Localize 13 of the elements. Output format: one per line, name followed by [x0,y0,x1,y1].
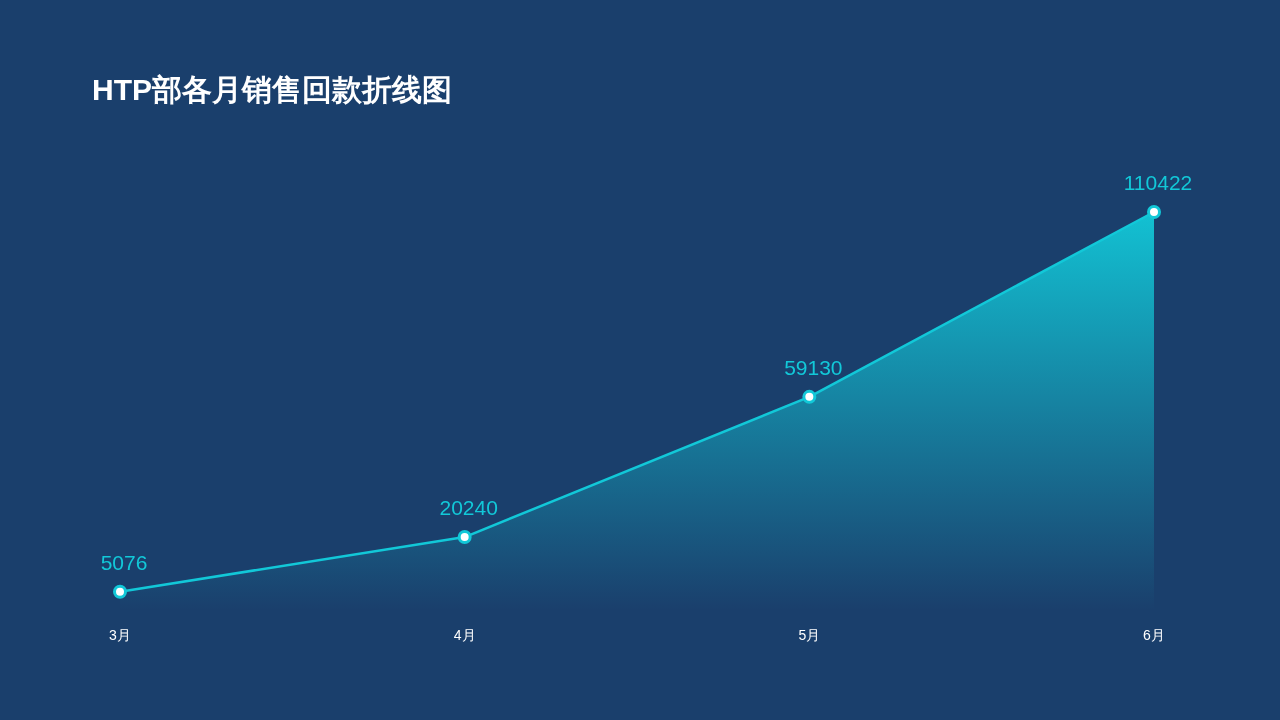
point [1147,205,1161,219]
point [802,389,817,404]
x-tick-label: 3月 [109,627,131,643]
x-tick-label: 4月 [453,627,476,643]
data-label: 20240 [439,496,498,520]
point [113,584,127,599]
x-tick-label: 5月 [798,627,821,643]
data-label: 110422 [1123,171,1193,194]
data-label: 5076 [100,550,148,574]
data-label: 59130 [784,355,843,379]
point [457,530,472,545]
chart-title: HTP部各月销售回款折线图 [92,73,452,106]
x-tick-label: 6月 [1143,627,1165,643]
